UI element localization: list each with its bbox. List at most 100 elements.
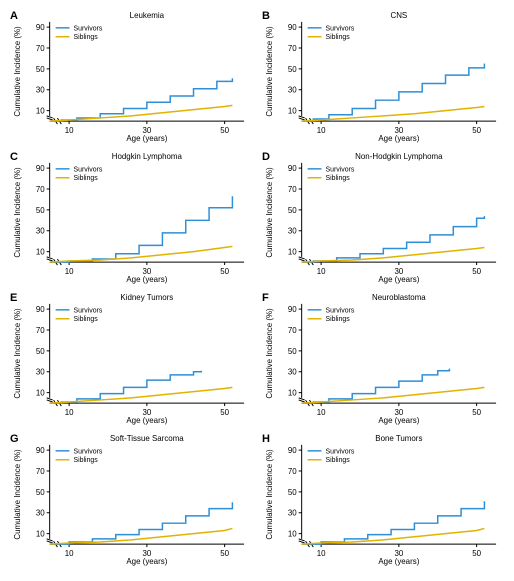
xlabel: Age (years) xyxy=(378,557,419,566)
panel-svg: Bone Tumors1030507090103050Cumulative In… xyxy=(260,431,506,568)
ylabel: Cumulative Incidence (%) xyxy=(265,308,274,399)
panel-d: DNon-Hodgkin Lymphoma1030507090103050Cum… xyxy=(260,149,506,286)
xtick-label: 10 xyxy=(65,126,74,135)
ytick-label: 90 xyxy=(36,305,45,314)
ytick-label: 50 xyxy=(36,206,45,215)
xtick-label: 50 xyxy=(472,267,481,276)
ytick-label: 10 xyxy=(36,529,45,538)
xtick-label: 10 xyxy=(317,549,326,558)
survivors-curve xyxy=(302,501,485,544)
legend: SurvivorsSiblings xyxy=(308,25,355,41)
ytick-label: 30 xyxy=(288,508,297,517)
legend: Survivors Siblings xyxy=(308,166,355,182)
panel-title: Non-Hodgkin Lymphoma xyxy=(355,152,443,161)
xlabel: Age (years) xyxy=(126,416,167,425)
ytick-label: 10 xyxy=(288,107,297,116)
legend: Survivors Siblings xyxy=(308,307,355,323)
panel-svg: Soft-Tissue Sarcoma1030507090103050Cumul… xyxy=(8,431,254,568)
legend-label: Siblings xyxy=(325,457,350,464)
xlabel: Age (years) xyxy=(126,275,167,284)
legend-label: Siblings xyxy=(325,175,350,182)
legend-label: Siblings xyxy=(325,316,350,323)
legend: Survivors Siblings xyxy=(56,25,103,41)
survivors-curve xyxy=(50,502,233,544)
ytick-label: 30 xyxy=(36,227,45,236)
legend-label: Survivors xyxy=(325,166,354,173)
legend-label: Siblings xyxy=(325,34,350,41)
survivors-curve xyxy=(50,196,233,262)
xtick-label: 50 xyxy=(220,267,229,276)
panel-title: Soft-Tissue Sarcoma xyxy=(110,434,184,443)
panel-letter: E xyxy=(10,292,17,304)
legend-label: Siblings xyxy=(73,34,98,41)
ytick-label: 90 xyxy=(36,23,45,32)
ytick-label: 70 xyxy=(288,185,297,194)
xlabel: Age (years) xyxy=(126,134,167,143)
xtick-label: 50 xyxy=(472,549,481,558)
ytick-label: 30 xyxy=(36,508,45,517)
ylabel: Cumulative Incidence (%) xyxy=(265,26,274,117)
ytick-label: 30 xyxy=(36,86,45,95)
siblings-curve xyxy=(302,106,485,121)
survivors-curve xyxy=(302,64,485,121)
ytick-label: 70 xyxy=(36,326,45,335)
ylabel: Cumulative Incidence (%) xyxy=(265,167,274,258)
panel-svg: Hodgkin Lymphoma1030507090103050Cumulati… xyxy=(8,149,254,286)
ytick-label: 70 xyxy=(36,44,45,53)
legend-label: Survivors xyxy=(325,307,354,314)
ytick-label: 10 xyxy=(288,247,297,256)
xtick-label: 50 xyxy=(472,126,481,135)
ytick-label: 50 xyxy=(288,65,297,74)
ylabel: Cumulative Incidence (%) xyxy=(13,308,22,399)
panel-letter: G xyxy=(10,433,19,445)
panel-title: Bone Tumors xyxy=(375,434,422,443)
legend-label: Siblings xyxy=(73,457,98,464)
panel-a: ALeukemia1030507090103050Cumulative Inci… xyxy=(8,8,254,145)
ylabel: Cumulative Incidence (%) xyxy=(13,26,22,117)
ytick-label: 70 xyxy=(288,44,297,53)
panel-letter: F xyxy=(262,292,269,304)
legend-label: Survivors xyxy=(73,25,102,32)
ytick-label: 90 xyxy=(288,446,297,455)
ytick-label: 50 xyxy=(288,206,297,215)
legend: Survivors Siblings xyxy=(56,166,103,182)
ylabel: Cumulative Incidence (%) xyxy=(13,167,22,258)
ytick-label: 30 xyxy=(288,86,297,95)
ytick-label: 10 xyxy=(36,388,45,397)
legend-label: Survivors xyxy=(73,307,102,314)
panel-letter: C xyxy=(10,151,18,163)
legend-label: Survivors xyxy=(73,166,102,173)
panel-svg: Leukemia1030507090103050Cumulative Incid… xyxy=(8,8,254,145)
ytick-label: 90 xyxy=(288,305,297,314)
legend-label: Siblings xyxy=(73,175,98,182)
ytick-label: 10 xyxy=(288,388,297,397)
xlabel: Age (years) xyxy=(378,416,419,425)
panel-title: Neuroblastoma xyxy=(372,293,426,302)
ytick-label: 10 xyxy=(36,247,45,256)
panel-e: EKidney Tumors1030507090103050Cumulative… xyxy=(8,290,254,427)
panel-svg: CNS1030507090103050Cumulative Incidence … xyxy=(260,8,506,145)
panel-title: Hodgkin Lymphoma xyxy=(112,152,183,161)
xtick-label: 10 xyxy=(65,408,74,417)
legend-label: Survivors xyxy=(73,448,102,455)
legend-label: Siblings xyxy=(73,316,98,323)
ytick-label: 30 xyxy=(288,227,297,236)
xlabel: Age (years) xyxy=(126,557,167,566)
xtick-label: 10 xyxy=(65,267,74,276)
ytick-label: 10 xyxy=(288,529,297,538)
legend: Survivors Siblings xyxy=(56,448,103,464)
xtick-label: 10 xyxy=(317,408,326,417)
ytick-label: 70 xyxy=(288,467,297,476)
panel-letter: H xyxy=(262,433,270,445)
ytick-label: 50 xyxy=(288,347,297,356)
legend: SurvivorsSiblings xyxy=(308,448,355,464)
panel-title: Kidney Tumors xyxy=(120,293,173,302)
xtick-label: 50 xyxy=(472,408,481,417)
siblings-curve xyxy=(50,246,233,262)
panel-c: CHodgkin Lymphoma1030507090103050Cumulat… xyxy=(8,149,254,286)
ytick-label: 30 xyxy=(36,367,45,376)
chart-grid: ALeukemia1030507090103050Cumulative Inci… xyxy=(8,8,506,568)
ytick-label: 30 xyxy=(288,367,297,376)
ytick-label: 50 xyxy=(36,65,45,74)
panel-h: HBone Tumors1030507090103050Cumulative I… xyxy=(260,431,506,568)
